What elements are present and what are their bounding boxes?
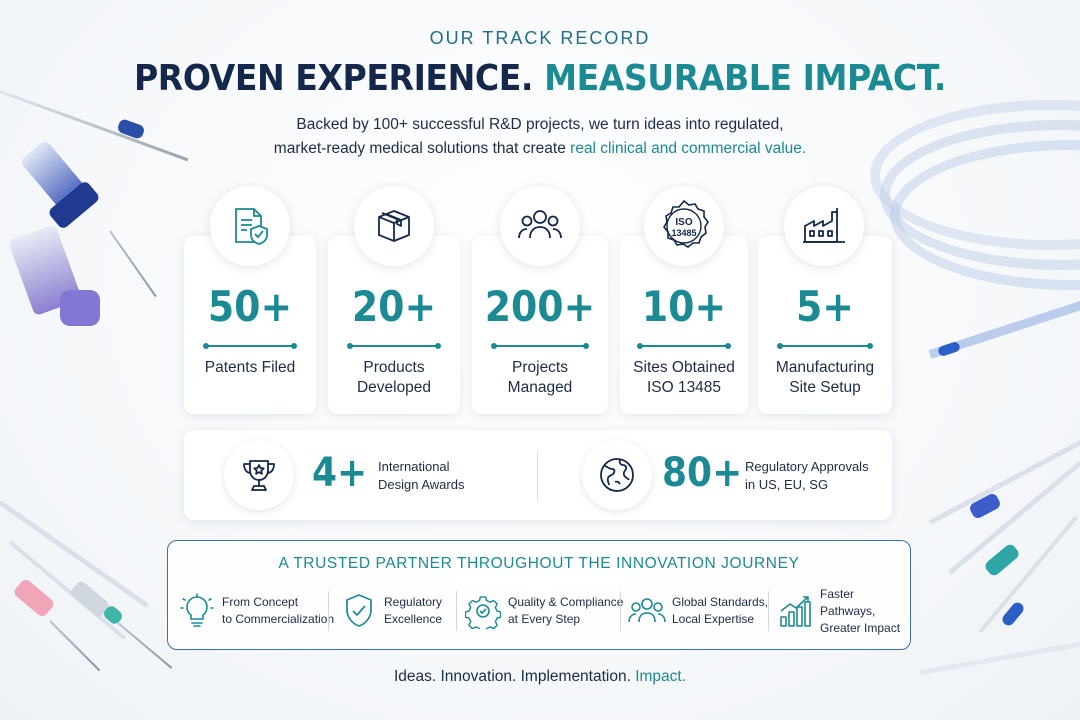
pillar-line-2: to Commercialization: [222, 612, 335, 626]
stat-value: 10+: [641, 282, 727, 331]
stat-label-line-2: Site Setup: [789, 379, 861, 396]
intro-line-2-accent: real clinical and commercial value.: [570, 140, 807, 157]
tagline: Ideas. Innovation. Implementation. Impac…: [0, 668, 1080, 686]
stat-label-line-1: Sites Obtained: [633, 359, 735, 376]
intro-line-1: Backed by 100+ successful R&D projects, …: [296, 116, 784, 133]
intro-text: Backed by 100+ successful R&D projects, …: [0, 113, 1080, 161]
pillar-line-1: Regulatory: [384, 595, 443, 609]
headline-teal: MEASURABLE IMPACT.: [544, 58, 947, 99]
stat-label-line-1: Products: [363, 359, 425, 376]
stat-label-line-2: Developed: [356, 379, 432, 396]
pillar-text: Quality & Compliance at Every Step: [508, 594, 623, 628]
pillar-line-1: From Concept: [222, 595, 299, 609]
intro-line-2-plain: market-ready medical solutions that crea…: [273, 140, 566, 157]
stat-label-line-1: Patents Filed: [204, 359, 296, 376]
globe-icon: [582, 440, 652, 510]
highlights-card: 4+ International Design Awards 80+ Regul…: [184, 430, 892, 520]
stat-label: Products Developed: [328, 358, 460, 398]
highlight-label: International Design Awards: [378, 458, 464, 494]
gear-icon: [464, 592, 502, 630]
stats-row: 50+ Patents Filed 20+ Products Developed…: [184, 186, 892, 416]
growth-chart-icon: [776, 592, 814, 630]
pillar-line-2: Local Expertise: [672, 612, 755, 626]
document-shield-icon: [210, 186, 290, 266]
people-icon: [500, 186, 580, 266]
stat-divider: [203, 343, 297, 349]
decor-left-devices: [0, 60, 200, 340]
pillar-text: Global Standards, Local Expertise: [672, 594, 768, 628]
highlight-label-line-2: in US, EU, SG: [745, 477, 829, 492]
stat-value: 50+: [207, 282, 293, 331]
stat-label: Patents Filed: [184, 358, 316, 378]
stat-divider: [491, 343, 589, 349]
stat-divider: [347, 343, 441, 349]
tagline-plain: Ideas. Innovation. Implementation.: [393, 668, 636, 685]
pillar-separator: [328, 591, 329, 631]
stat-label: Projects Managed: [472, 358, 608, 398]
factory-icon: [784, 186, 864, 266]
highlight-label-line-2: Design Awards: [378, 477, 465, 492]
pillar-separator: [456, 591, 457, 631]
box-icon: [354, 186, 434, 266]
iso-seal-text-1: ISO: [675, 217, 692, 228]
stat-value: 5+: [796, 282, 854, 331]
pillar-line-1: Global Standards,: [672, 595, 769, 609]
pillar-separator: [768, 591, 769, 631]
team-icon: [628, 592, 666, 630]
iso-seal-icon: ISO 13485: [644, 186, 724, 266]
partner-panel: A TRUSTED PARTNER THROUGHOUT THE INNOVAT…: [167, 540, 911, 650]
lightbulb-icon: [178, 592, 216, 630]
pillar-text: Faster Pathways, Greater Impact: [820, 586, 910, 637]
stat-value: 20+: [351, 282, 437, 331]
stat-divider: [637, 343, 731, 349]
stat-divider: [777, 343, 873, 349]
stat-label-line-1: Manufacturing: [775, 359, 875, 376]
eyebrow-label: OUR TRACK RECORD: [429, 28, 651, 48]
intro-line-2: market-ready medical solutions that crea…: [0, 137, 1080, 161]
pillar-concept: From Concept to Commercialization: [178, 587, 334, 635]
highlights-divider: [537, 452, 538, 500]
stat-label-line-1: Projects: [512, 359, 568, 376]
highlight-label: Regulatory Approvals in US, EU, SG: [745, 458, 869, 494]
pillar-line-2: Greater Impact: [820, 620, 901, 635]
stat-label: Sites Obtained ISO 13485: [620, 358, 748, 398]
headline: PROVEN EXPERIENCE. MEASURABLE IMPACT.: [43, 58, 1037, 99]
highlight-value: 4+: [312, 450, 368, 496]
headline-dark: PROVEN EXPERIENCE.: [133, 58, 533, 99]
pillar-regulatory: Regulatory Excellence: [340, 587, 442, 635]
pillar-pathways: Faster Pathways, Greater Impact: [776, 587, 910, 635]
pillar-separator: [620, 591, 621, 631]
pillar-text: From Concept to Commercialization: [222, 594, 334, 628]
pillar-line-1: Quality & Compliance: [508, 595, 624, 609]
decor-right-tubing: [870, 100, 1080, 380]
pillar-quality: Quality & Compliance at Every Step: [464, 587, 623, 635]
pillar-line-2: Excellence: [384, 612, 443, 626]
highlight-label-line-1: International: [378, 459, 450, 474]
pillar-line-1: Faster Pathways,: [820, 586, 876, 618]
pillar-global: Global Standards, Local Expertise: [628, 587, 768, 635]
trophy-icon: [224, 440, 294, 510]
stat-label-line-2: ISO 13485: [646, 379, 722, 396]
tagline-accent: Impact.: [635, 668, 687, 685]
pillar-text: Regulatory Excellence: [384, 594, 442, 628]
highlight-label-line-1: Regulatory Approvals: [745, 459, 869, 474]
shield-check-icon: [340, 592, 378, 630]
stat-label: Manufacturing Site Setup: [758, 358, 892, 398]
partner-title: A TRUSTED PARTNER THROUGHOUT THE INNOVAT…: [278, 555, 800, 572]
stat-value: 200+: [484, 282, 596, 331]
iso-seal-text-2: 13485: [671, 228, 696, 238]
highlight-value: 80+: [662, 450, 743, 496]
pillar-line-2: at Every Step: [508, 612, 581, 626]
stat-label-line-2: Managed: [507, 379, 573, 396]
